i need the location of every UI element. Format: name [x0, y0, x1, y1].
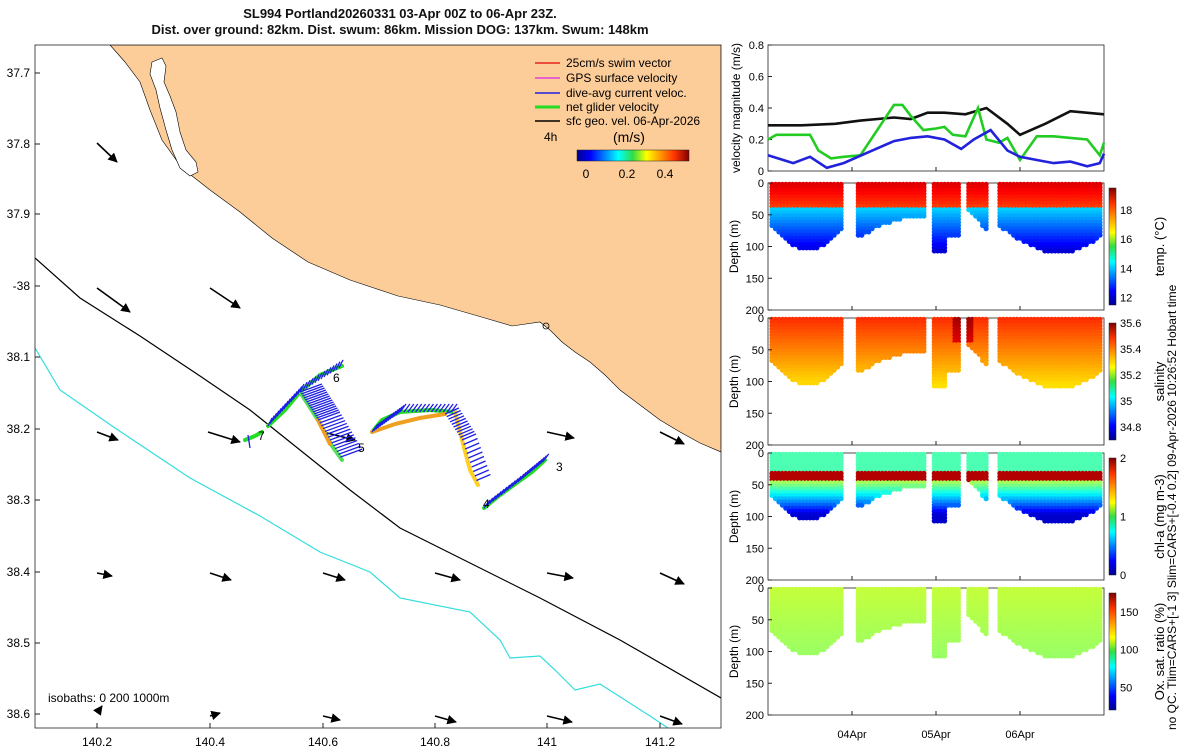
colorbar-tick-0.2: 0.2 [619, 167, 636, 181]
map-x-tick: 140.2 [82, 735, 112, 749]
legend-gps-velocity: GPS surface velocity [566, 71, 677, 85]
map-y-tick: 37.7 [7, 66, 31, 80]
map-x-tick: 140.6 [308, 735, 338, 749]
waypoint-label-4: 4 [483, 497, 490, 511]
map-y-tick: 38.6 [7, 707, 31, 721]
legend-net-velocity: net glider velocity [566, 100, 659, 114]
map-y-tick: 37.9 [7, 207, 31, 221]
map-x-tick: 140.8 [420, 735, 450, 749]
waypoint-label-6: 6 [333, 371, 340, 385]
map-y-tick: 38.2 [7, 422, 31, 436]
map-x-tick: 141.2 [645, 735, 675, 749]
waypoint-label-7: 7 [258, 429, 265, 443]
interval-label: 4h [544, 130, 557, 144]
waypoint-label-5: 5 [358, 441, 365, 455]
map-y-tick: 38.3 [7, 493, 31, 507]
colorbar-tick-0.4: 0.4 [657, 167, 674, 181]
map-x-tick: 141 [537, 735, 557, 749]
colorbar-tick-0: 0 [583, 167, 590, 181]
map-y-tick: 38.5 [7, 636, 31, 650]
isobaths-label: isobaths: 0 200 1000m [48, 691, 169, 705]
map-y-tick: 38.4 [7, 565, 31, 579]
waypoint-label-3: 3 [556, 460, 563, 474]
map-colorbar [576, 149, 690, 162]
map-y-tick: 38.1 [7, 350, 31, 364]
map-y-tick: 37.8 [7, 137, 31, 151]
colorbar-title: (m/s) [613, 129, 645, 145]
legend-dive-avg: dive-avg current veloc. [566, 86, 687, 100]
map-y-tick: -38 [13, 279, 31, 293]
legend-swim-vector: 25cm/s swim vector [566, 56, 671, 70]
legend-sfc-geo: sfc geo. vel. 06-Apr-2026 [566, 114, 700, 128]
map-x-tick: 140.4 [195, 735, 225, 749]
